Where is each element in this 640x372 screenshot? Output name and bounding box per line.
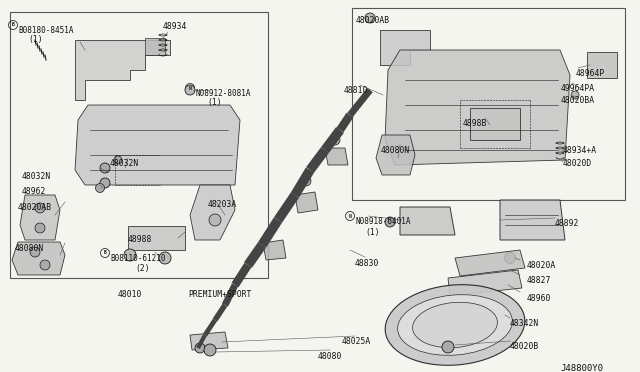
Circle shape xyxy=(504,253,515,263)
Circle shape xyxy=(204,344,216,356)
Text: 48964P: 48964P xyxy=(576,69,605,78)
Polygon shape xyxy=(385,50,570,165)
Text: N08918-6401A: N08918-6401A xyxy=(355,217,410,226)
Text: 48025A: 48025A xyxy=(342,337,371,346)
Text: 48988: 48988 xyxy=(128,235,152,244)
Text: 48032N: 48032N xyxy=(22,172,51,181)
Circle shape xyxy=(35,203,45,213)
Circle shape xyxy=(100,163,110,173)
Text: 49964PA: 49964PA xyxy=(561,84,595,93)
Polygon shape xyxy=(455,250,525,276)
Text: 48934: 48934 xyxy=(163,22,188,31)
Bar xyxy=(352,8,625,200)
Circle shape xyxy=(301,176,311,186)
Text: 48032N: 48032N xyxy=(110,159,140,168)
Polygon shape xyxy=(263,240,286,260)
Text: 48934+A: 48934+A xyxy=(563,146,597,155)
Text: B08110-61210: B08110-61210 xyxy=(110,254,166,263)
Polygon shape xyxy=(587,52,617,78)
Polygon shape xyxy=(12,242,65,275)
Text: 48892: 48892 xyxy=(555,219,579,228)
Text: B: B xyxy=(12,22,15,28)
Polygon shape xyxy=(190,185,235,240)
Circle shape xyxy=(159,252,171,264)
Text: J48800Y0: J48800Y0 xyxy=(560,364,603,372)
Circle shape xyxy=(95,183,104,192)
Text: 48020A: 48020A xyxy=(527,261,556,270)
Circle shape xyxy=(114,156,122,164)
Text: 48827: 48827 xyxy=(527,276,552,285)
Polygon shape xyxy=(128,226,185,250)
Text: N08912-8081A: N08912-8081A xyxy=(195,89,250,98)
Circle shape xyxy=(330,135,340,145)
Circle shape xyxy=(571,91,579,99)
Text: 48962: 48962 xyxy=(22,187,46,196)
Text: 48020AB: 48020AB xyxy=(356,16,390,25)
Text: 48020B: 48020B xyxy=(510,342,540,351)
Circle shape xyxy=(100,178,110,188)
Polygon shape xyxy=(145,38,165,55)
Text: 48080N: 48080N xyxy=(15,244,44,253)
Polygon shape xyxy=(325,148,348,165)
Text: N: N xyxy=(189,86,191,90)
Bar xyxy=(10,12,268,278)
Text: 48203A: 48203A xyxy=(208,200,237,209)
Text: 48810: 48810 xyxy=(344,86,369,95)
Polygon shape xyxy=(190,332,228,350)
Text: 48960: 48960 xyxy=(527,294,552,303)
Polygon shape xyxy=(376,135,415,175)
Text: (2): (2) xyxy=(135,264,150,273)
Circle shape xyxy=(40,260,50,270)
Text: 48080: 48080 xyxy=(318,352,342,361)
Text: N: N xyxy=(349,214,351,218)
Polygon shape xyxy=(500,200,565,240)
Circle shape xyxy=(365,13,375,23)
Text: (1): (1) xyxy=(28,35,43,44)
Polygon shape xyxy=(75,105,240,185)
Circle shape xyxy=(30,247,40,257)
Circle shape xyxy=(195,343,205,353)
Circle shape xyxy=(385,217,395,227)
Text: 48830: 48830 xyxy=(355,259,380,268)
Polygon shape xyxy=(380,30,430,65)
Circle shape xyxy=(209,214,221,226)
Text: (1): (1) xyxy=(365,228,380,237)
Ellipse shape xyxy=(385,285,525,365)
Ellipse shape xyxy=(413,302,497,348)
Ellipse shape xyxy=(397,295,513,355)
Circle shape xyxy=(442,341,454,353)
Polygon shape xyxy=(295,192,318,213)
Polygon shape xyxy=(20,195,60,240)
Polygon shape xyxy=(400,207,455,235)
Text: 4898B: 4898B xyxy=(463,119,488,128)
Text: 48342N: 48342N xyxy=(510,319,540,328)
Circle shape xyxy=(35,223,45,233)
Text: 48080N: 48080N xyxy=(381,146,410,155)
Polygon shape xyxy=(448,270,522,296)
Text: 48010: 48010 xyxy=(118,290,142,299)
Text: B: B xyxy=(104,250,106,256)
Text: 48020AB: 48020AB xyxy=(18,203,52,212)
Circle shape xyxy=(124,249,136,261)
Text: PREMIUM+SPORT: PREMIUM+SPORT xyxy=(188,290,252,299)
Text: (1): (1) xyxy=(207,98,221,107)
Text: 48020BA: 48020BA xyxy=(561,96,595,105)
Text: B08180-8451A: B08180-8451A xyxy=(18,26,74,35)
Text: 48020D: 48020D xyxy=(563,159,592,168)
Polygon shape xyxy=(75,40,170,100)
Circle shape xyxy=(185,85,195,95)
Polygon shape xyxy=(470,108,520,140)
